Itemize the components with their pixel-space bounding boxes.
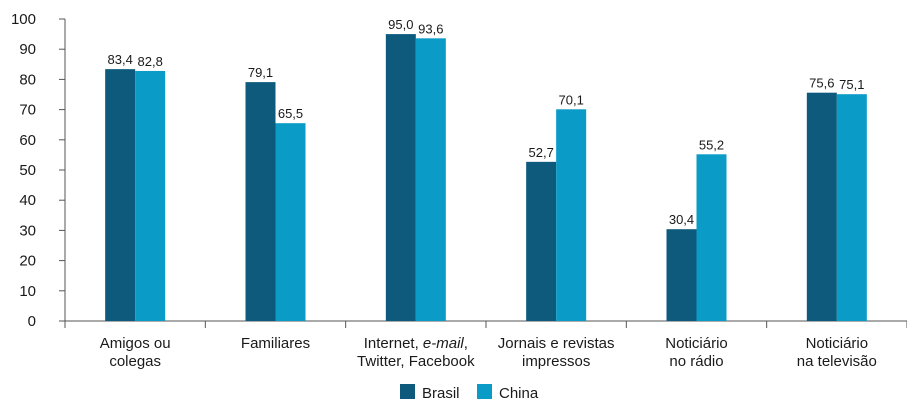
bar-value-label: 65,5 [278, 106, 303, 121]
bar-brasil-1 [245, 82, 276, 321]
x-category-label-line: Internet, e-mail, [364, 335, 468, 352]
x-category-label: Noticiário no rádio [665, 335, 728, 370]
y-tick-label: 30 [19, 222, 36, 239]
bar-value-label: 83,4 [108, 52, 133, 67]
x-category-label-line: Jornais e revistas [498, 335, 615, 352]
axes: 0 10 20 30 40 50 60 70 80 90 100 Amigos ou colegas Fa… [11, 11, 907, 370]
x-category-label: Internet, e-mail, Twitter, Facebook [357, 335, 475, 370]
bars: 83,4 82,8 79,1 65,5 95,0 93,6 52,7 70,1 30,4 55,2… [105, 17, 867, 322]
x-category-label-line: na televisão [797, 353, 877, 370]
bar-value-label: 75,6 [809, 76, 834, 91]
x-category-label-line: colegas [109, 353, 161, 370]
bar-value-label: 70,1 [559, 92, 584, 107]
category-text-italic: e-mail [423, 335, 465, 352]
category-text-part: Internet, [364, 335, 423, 352]
bar-value-label: 55,2 [699, 137, 724, 152]
bar-value-label: 79,1 [248, 65, 273, 80]
x-category-label: Jornais e revistas impressos [498, 335, 615, 370]
bar-value-label: 93,6 [418, 21, 443, 36]
y-tick-label: 0 [28, 313, 36, 330]
y-tick-label: 60 [19, 132, 36, 149]
x-category-label: Amigos ou colegas [100, 335, 171, 370]
legend-label-brasil: Brasil [422, 385, 460, 402]
bar-value-label: 75,1 [839, 77, 864, 92]
x-category-label-line: Familiares [241, 335, 310, 352]
x-category-label-line: Noticiário [665, 335, 728, 352]
bar-china-1 [275, 123, 306, 321]
x-category-label-line: Noticiário [806, 335, 869, 352]
x-category-label: Familiares [241, 335, 310, 352]
bar-value-label: 82,8 [138, 54, 163, 69]
category-text-part: , [464, 335, 468, 352]
legend-label-china: China [499, 385, 539, 402]
bar-value-label: 52,7 [529, 145, 554, 160]
bar-china-0 [135, 70, 166, 321]
bar-brasil-3 [526, 161, 557, 321]
bar-china-4 [696, 154, 727, 321]
bar-value-label: 30,4 [669, 212, 694, 227]
x-category-label-line: no rádio [669, 353, 723, 370]
y-tick-label: 20 [19, 253, 36, 270]
y-tick-label: 10 [19, 283, 36, 300]
x-category-label-line: Twitter, Facebook [357, 353, 475, 370]
y-tick-label: 40 [19, 192, 36, 209]
bar-brasil-5 [806, 92, 837, 321]
bar-china-5 [836, 94, 867, 321]
y-tick-label: 100 [11, 11, 36, 28]
x-category-label: Noticiário na televisão [797, 335, 877, 370]
y-tick-label: 90 [19, 41, 36, 58]
bar-brasil-2 [385, 34, 416, 321]
bar-china-3 [556, 109, 587, 321]
legend-swatch-brasil [400, 384, 415, 399]
x-category-label-line: impressos [522, 353, 590, 370]
bar-brasil-0 [105, 69, 136, 322]
y-tick-label: 80 [19, 71, 36, 88]
bar-brasil-4 [666, 229, 697, 321]
y-tick-label: 50 [19, 162, 36, 179]
bar-value-label: 95,0 [388, 17, 413, 32]
bar-china-2 [415, 38, 446, 321]
x-category-label-line: Amigos ou [100, 335, 171, 352]
legend-swatch-china [477, 384, 492, 399]
y-tick-label: 70 [19, 102, 36, 119]
legend: Brasil China [400, 384, 539, 402]
